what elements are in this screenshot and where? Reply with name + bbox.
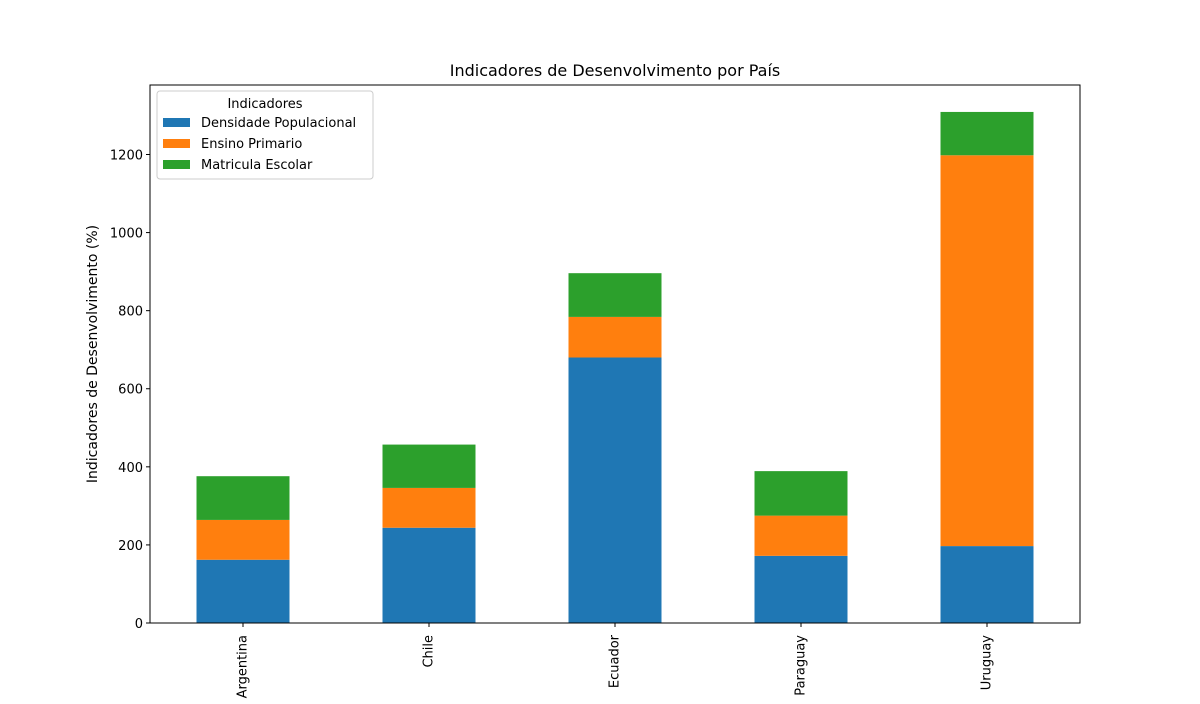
y-tick-label: 0 (135, 617, 143, 632)
bar-segment-argentina-1 (196, 519, 290, 560)
bar-segment-uruguay-2 (940, 111, 1034, 156)
legend-label-1: Ensino Primario (201, 137, 302, 152)
bar-segment-argentina-0 (196, 559, 290, 623)
legend-label-2: Matricula Escolar (201, 158, 313, 173)
bar-segment-uruguay-0 (940, 546, 1034, 623)
x-tick-label-chile: Chile (422, 635, 437, 668)
x-tick-label-paraguay: Paraguay (794, 635, 809, 696)
y-tick-label: 800 (118, 305, 143, 320)
legend-swatch-2 (163, 160, 190, 169)
bar-segment-paraguay-2 (754, 471, 848, 516)
y-tick-label: 1000 (110, 227, 143, 242)
legend-swatch-1 (163, 139, 190, 148)
bar-segment-argentina-2 (196, 476, 290, 520)
legend: Indicadores Densidade Populacional Ensino … (156, 90, 374, 180)
y-tick-label: 600 (118, 383, 143, 398)
legend-box (156, 90, 374, 180)
legend-title: Indicadores (227, 97, 302, 112)
bar-segment-ecuador-1 (568, 316, 662, 358)
bar-segment-paraguay-1 (754, 515, 848, 556)
y-axis-label: Indicadores de Desenvolvimento (%) (85, 225, 101, 483)
bar-segment-uruguay-1 (940, 155, 1034, 547)
chart-title: Indicadores de Desenvolvimento por País (450, 61, 781, 80)
x-axis: Argentina Chile Ecuador Paraguay Uruguay (236, 623, 995, 698)
bar-segment-ecuador-2 (568, 273, 662, 317)
y-tick-label: 1200 (110, 148, 143, 163)
bars-layer (196, 111, 1034, 623)
y-tick-label: 200 (118, 539, 143, 554)
x-tick-label-ecuador: Ecuador (608, 634, 623, 688)
legend-swatch-0 (163, 118, 190, 127)
y-tick-label: 400 (118, 461, 143, 476)
x-tick-label-argentina: Argentina (236, 635, 251, 698)
bar-segment-ecuador-0 (568, 357, 662, 623)
bar-segment-chile-2 (382, 444, 476, 488)
x-tick-label-uruguay: Uruguay (980, 635, 995, 691)
y-axis: 0 200 400 600 800 1000 1200 (110, 148, 150, 632)
legend-label-0: Densidade Populacional (201, 116, 356, 131)
bar-segment-chile-0 (382, 527, 476, 623)
bar-segment-paraguay-0 (754, 555, 848, 623)
bar-segment-chile-1 (382, 487, 476, 528)
